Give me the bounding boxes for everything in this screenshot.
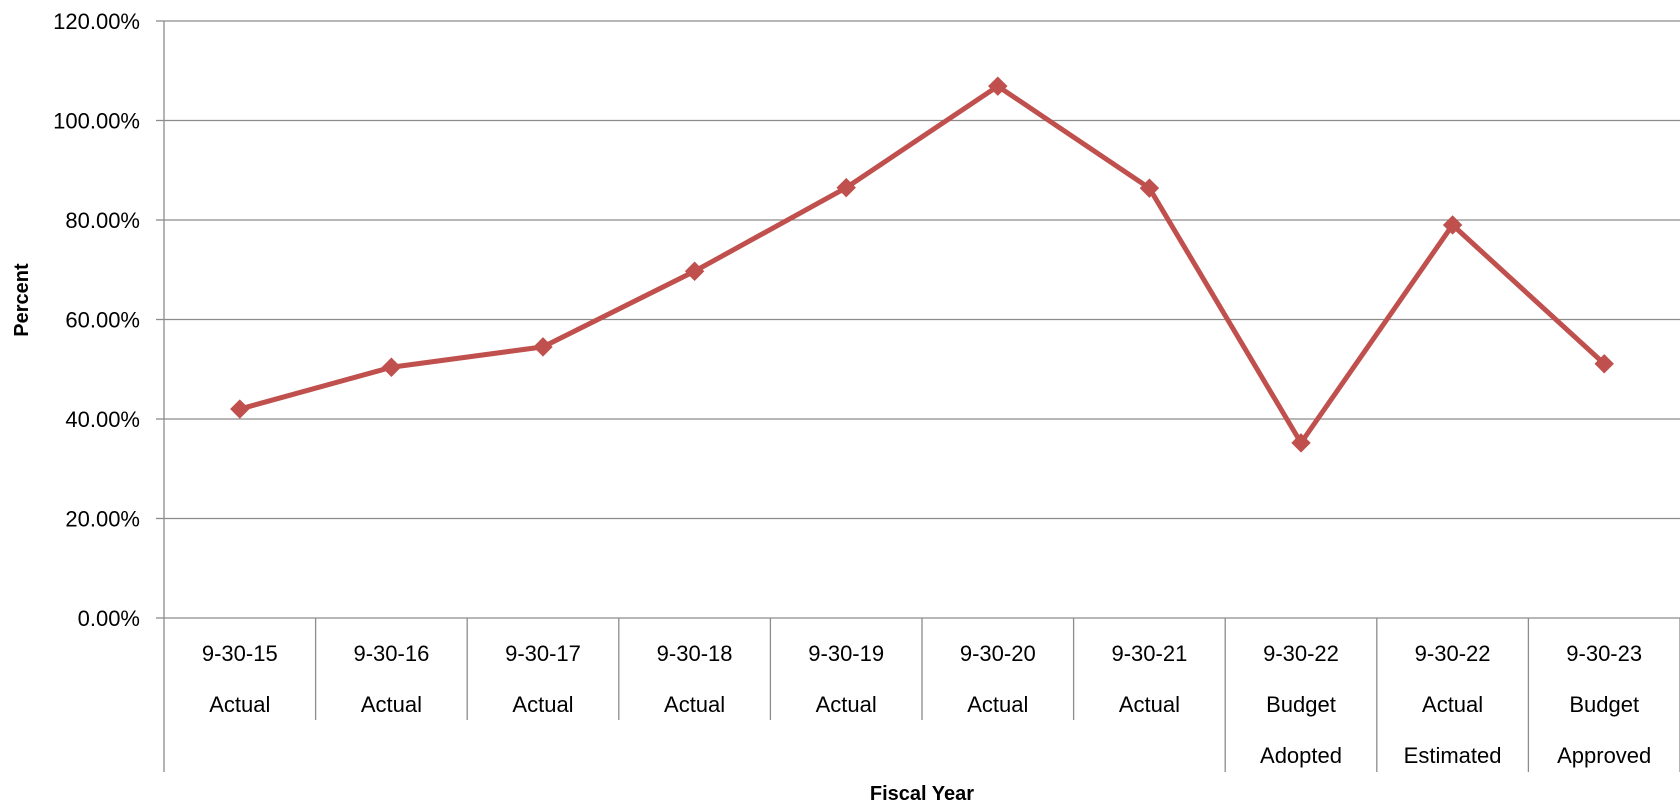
x-category-label: Actual — [512, 692, 573, 717]
x-category-label: 9-30-18 — [657, 641, 733, 666]
gridlines — [164, 20, 1680, 520]
x-category-label: 9-30-20 — [960, 641, 1036, 666]
x-category-label: 9-30-23 — [1566, 641, 1642, 666]
x-category-label: Adopted — [1260, 743, 1342, 768]
data-point-marker — [684, 261, 705, 281]
x-category-label: 9-30-17 — [505, 641, 581, 666]
y-axis-title: Percent — [11, 263, 33, 337]
data-point-marker — [1139, 178, 1160, 198]
y-tick-label: 120.00% — [53, 9, 140, 34]
x-category-label: Actual — [967, 692, 1028, 717]
series-line — [237, 83, 1607, 446]
y-tick-label: 100.00% — [53, 109, 140, 134]
x-category-label: Actual — [664, 692, 725, 717]
data-point-marker — [533, 337, 553, 357]
y-tick-label: 20.00% — [65, 507, 140, 532]
x-category-label: Approved — [1557, 743, 1651, 768]
x-category-label: 9-30-21 — [1111, 641, 1187, 666]
y-tick-label: 60.00% — [65, 308, 140, 333]
data-point-marker — [836, 177, 856, 198]
x-category-label: Actual — [816, 692, 877, 717]
x-category-label: 9-30-22 — [1263, 641, 1339, 666]
data-point-marker — [1291, 433, 1311, 453]
x-category-label: 9-30-19 — [808, 641, 884, 666]
y-tick-label: 0.00% — [78, 606, 140, 631]
y-tick-label: 40.00% — [65, 407, 140, 432]
x-category-label: 9-30-15 — [202, 641, 278, 666]
axes — [156, 20, 1680, 772]
x-category-label: Actual — [209, 692, 270, 717]
data-point-marker — [230, 399, 250, 419]
y-tick-labels: 0.00% 20.00% 40.00% 60.00% 80.00% 100.00% 120.… — [53, 9, 140, 631]
data-point-marker — [1442, 215, 1463, 235]
x-axis-title: Fiscal Year — [870, 783, 974, 805]
x-category-label: Estimated — [1404, 743, 1502, 768]
data-point-marker — [1594, 354, 1614, 374]
x-category-label: Budget — [1569, 692, 1639, 717]
x-category-label: Budget — [1266, 692, 1336, 717]
x-category-labels: 9-30-15 Actual 9-30-16 Actual 9-30-17 Actual 9… — [202, 641, 1651, 768]
x-category-label: 9-30-16 — [353, 641, 429, 666]
data-point-marker — [381, 357, 402, 377]
data-point-marker — [988, 76, 1008, 96]
x-category-label: Actual — [361, 692, 422, 717]
series — [230, 76, 1614, 453]
x-category-label: Actual — [1422, 692, 1483, 717]
x-category-label: 9-30-22 — [1415, 641, 1491, 666]
x-category-label: Actual — [1119, 692, 1180, 717]
y-tick-label: 80.00% — [65, 208, 140, 233]
